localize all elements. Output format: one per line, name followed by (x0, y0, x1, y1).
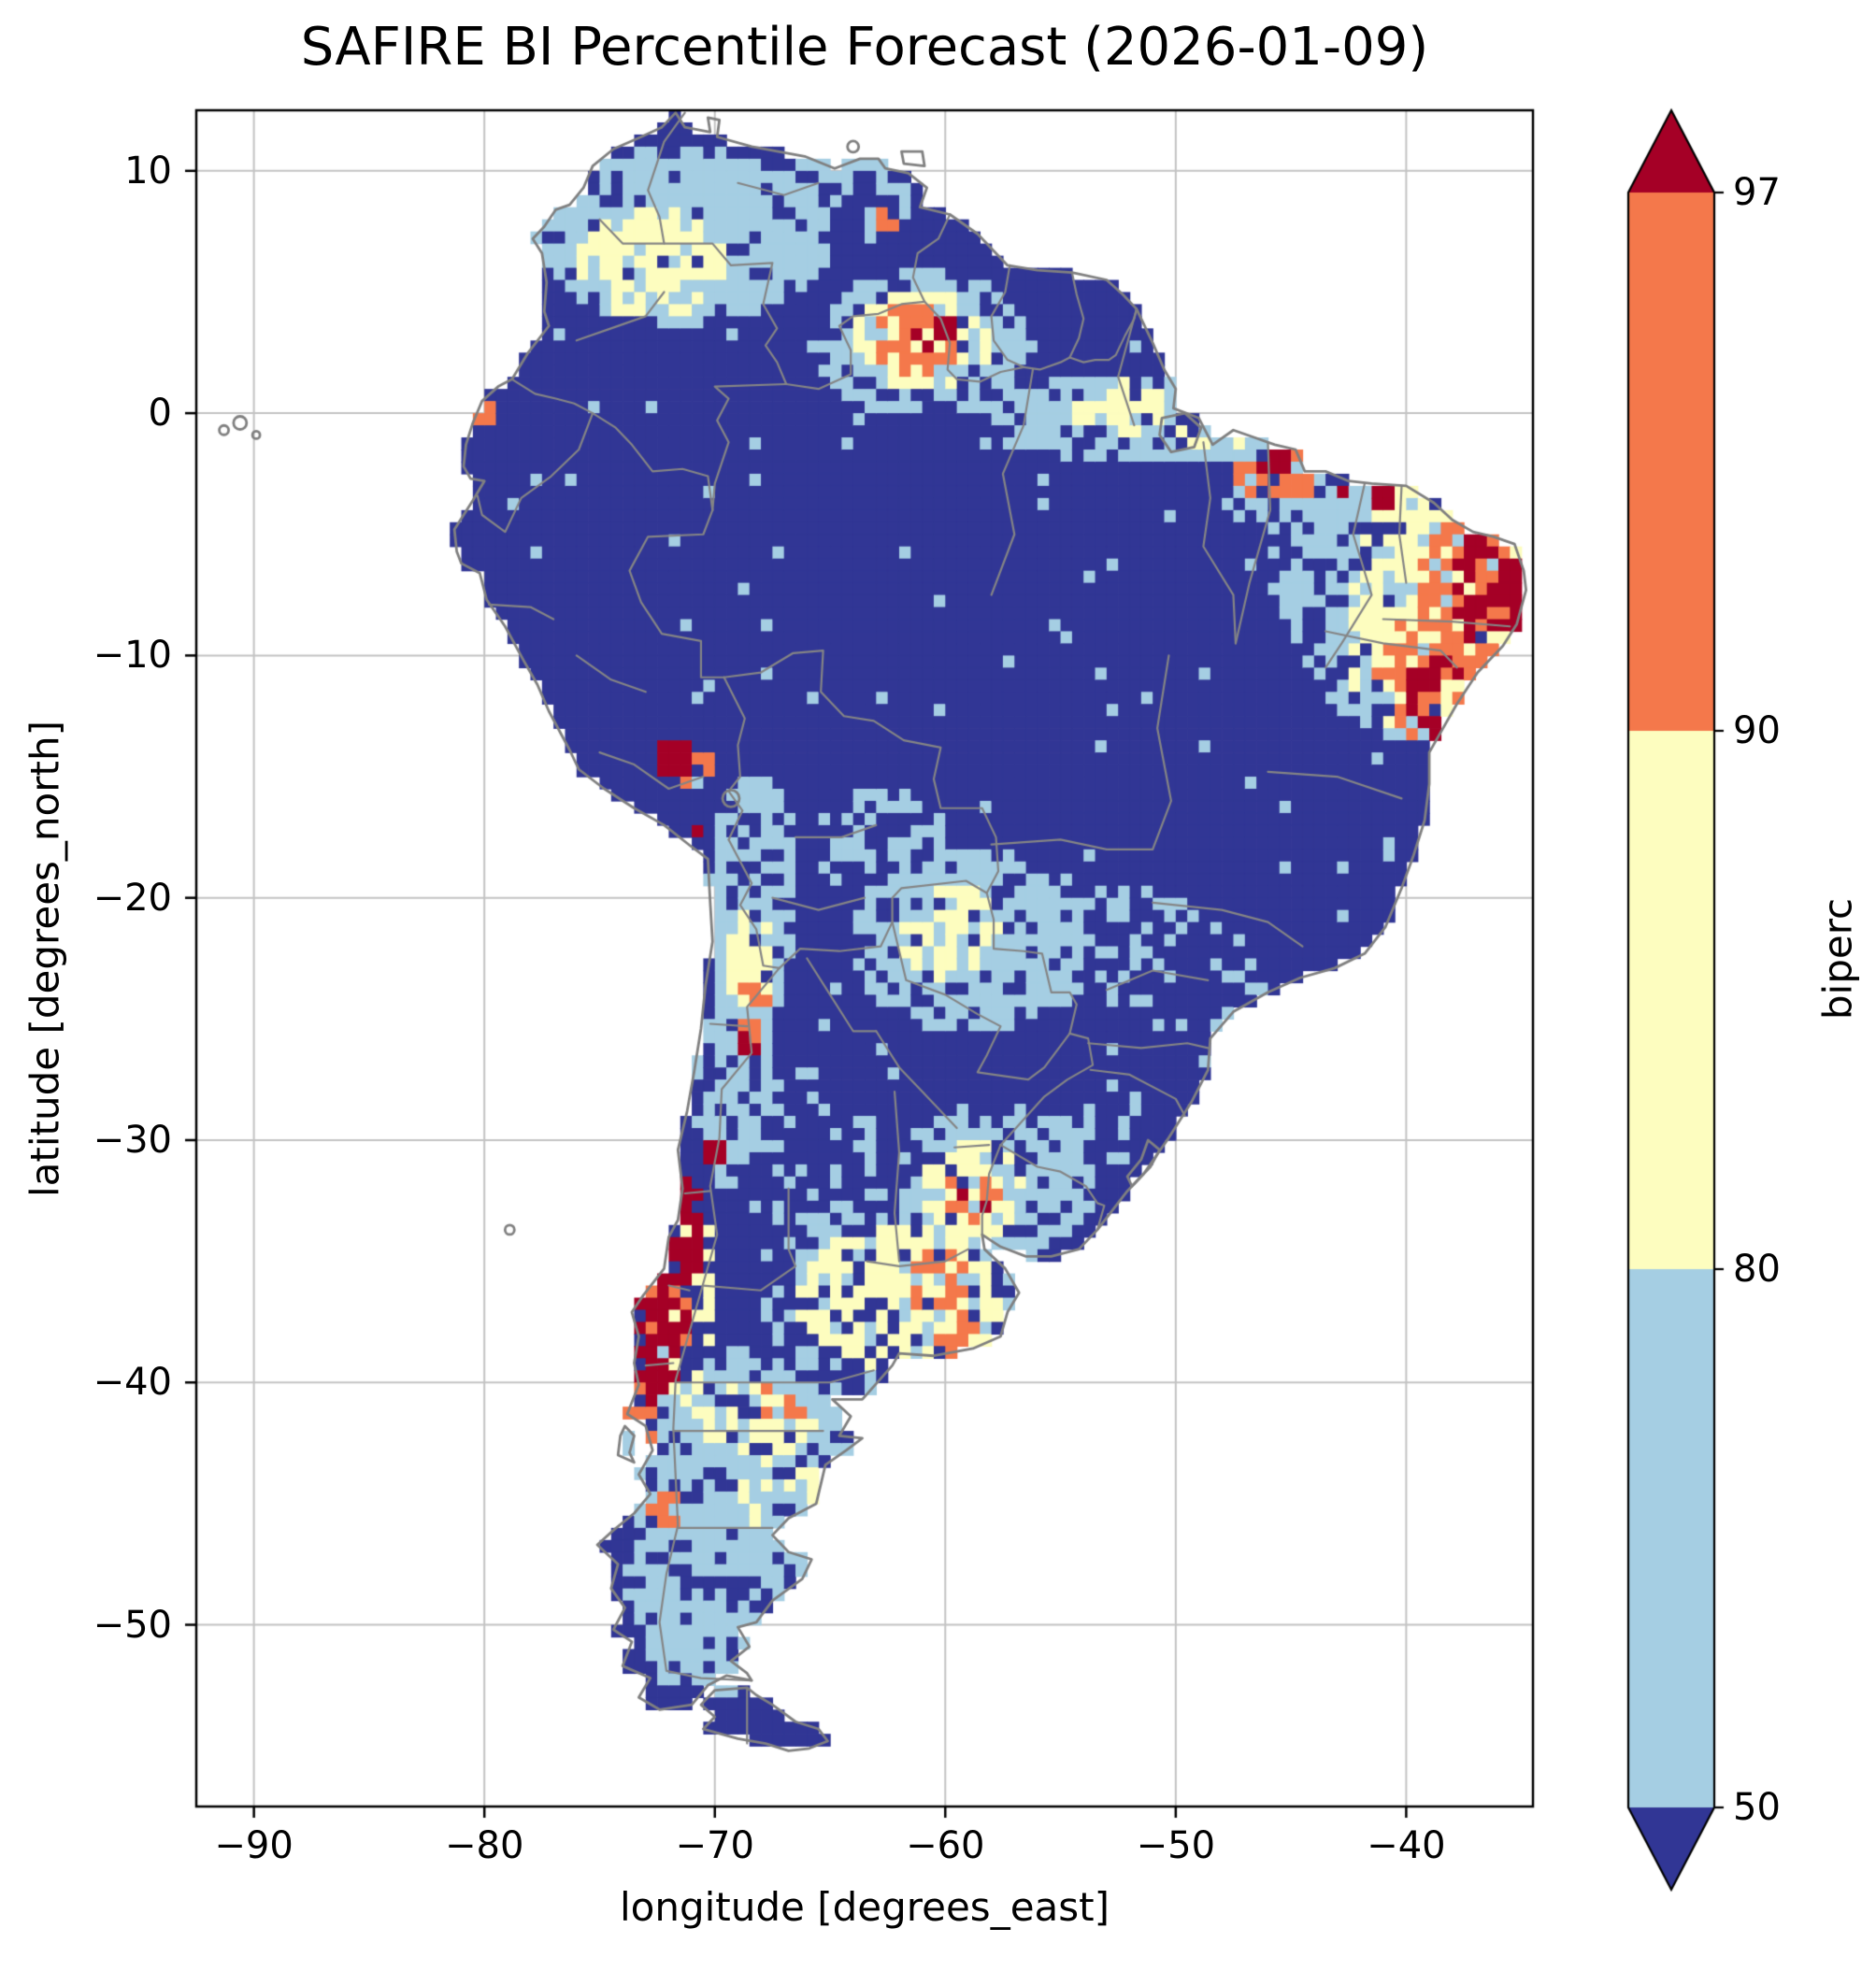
y-tick-label: −50 (93, 1603, 172, 1647)
y-tick-label: −20 (93, 876, 172, 920)
chart-title: SAFIRE BI Percentile Forecast (2026-01-0… (300, 17, 1429, 78)
colorbar-tick-label: 97 (1733, 171, 1781, 214)
x-tick-label: −70 (675, 1824, 754, 1867)
y-tick-label: 10 (124, 149, 172, 193)
x-tick-label: −80 (444, 1824, 524, 1867)
y-axis-label: latitude [degrees_north] (21, 721, 68, 1197)
x-tick-label: −60 (906, 1824, 985, 1867)
colorbar-tick-label: 80 (1733, 1248, 1781, 1291)
y-tick-label: 0 (148, 392, 172, 436)
y-tick-label: −30 (93, 1118, 172, 1162)
x-tick-label: −50 (1136, 1824, 1216, 1867)
x-axis-label: longitude [degrees_east] (619, 1884, 1110, 1930)
colorbar-tick-label: 90 (1733, 709, 1781, 752)
x-tick-label: −40 (1367, 1824, 1446, 1867)
colorbar-tick-label: 50 (1733, 1786, 1781, 1829)
y-tick-label: −40 (93, 1361, 172, 1405)
y-tick-label: −10 (93, 634, 172, 678)
x-tick-label: −90 (214, 1824, 294, 1867)
colorbar-label: biperc (1814, 897, 1861, 1021)
